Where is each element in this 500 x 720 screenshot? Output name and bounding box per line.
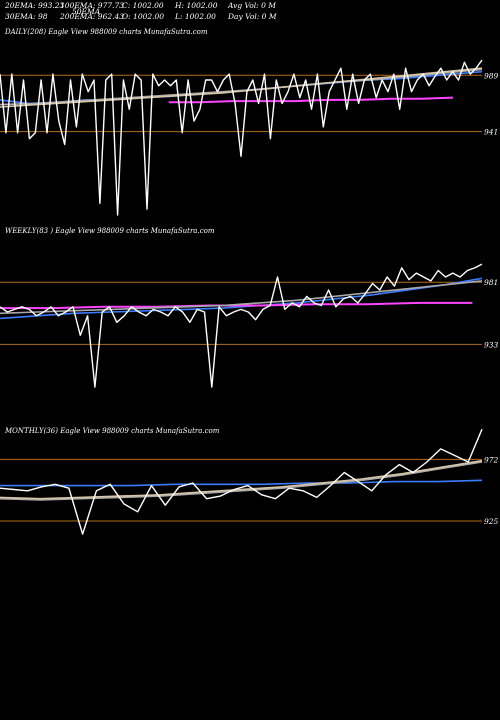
daily-panel-title: DAILY(208) Eagle View 988009 charts Muna…: [4, 28, 208, 36]
monthly-panel-title: MONTHLY(36) Eagle View 988009 charts Mun…: [4, 427, 220, 435]
monthly-price-line: [0, 428, 483, 535]
monthly-level-label: 972: [484, 455, 499, 464]
weekly-panel-title: WEEKLY(83 ) Eagle View 988009 charts Mun…: [5, 227, 215, 235]
header-low: L: 1002.00: [174, 12, 216, 21]
daily-level-label: 941: [484, 128, 498, 137]
header-day-vol: Day Vol: 0 M: [227, 12, 277, 21]
header-high: H: 1002.00: [174, 1, 218, 10]
header-close: C: 1002.00: [122, 1, 164, 10]
header-open: O: 1002.00: [122, 12, 164, 21]
header-ema200: 200EMA: 962.43: [59, 12, 124, 21]
monthly-ema-gray-line: [0, 461, 483, 501]
daily-level-label: 989: [484, 71, 499, 80]
weekly-level-label: 981: [484, 278, 498, 287]
header-avg-vol: Avg Vol: 0 M: [227, 1, 276, 10]
weekly-ema-gray-line: [0, 280, 483, 315]
header-ema50: 50EMA: [72, 7, 101, 16]
weekly-price-line: [0, 263, 483, 388]
daily-ema-tan-line: [0, 67, 483, 108]
monthly-level-label: 925: [484, 517, 499, 526]
daily-ema-pink-line: [168, 96, 454, 104]
monthly-ema-tan-line: [0, 459, 483, 500]
header-ema30: 30EMA: 98: [5, 12, 48, 21]
weekly-panel: WEEKLY(83 ) Eagle View 988009 charts Mun…: [0, 227, 499, 388]
header-ema20: 20EMA: 993.23: [4, 1, 64, 10]
daily-price-line: [0, 59, 483, 216]
monthly-ema-blue-line: [0, 479, 483, 487]
chart-header: 20EMA: 993.23 100EMA: 977.73 C: 1002.00 …: [4, 1, 277, 21]
weekly-ema-pink-line: [0, 301, 473, 310]
header-ema100: 100EMA: 977.73: [60, 1, 124, 10]
weekly-level-label: 933: [484, 340, 499, 349]
monthly-panel: MONTHLY(36) Eagle View 988009 charts Mun…: [0, 427, 499, 535]
weekly-ema-blue-line: [0, 277, 483, 320]
daily-panel: DAILY(208) Eagle View 988009 charts Muna…: [0, 28, 499, 216]
